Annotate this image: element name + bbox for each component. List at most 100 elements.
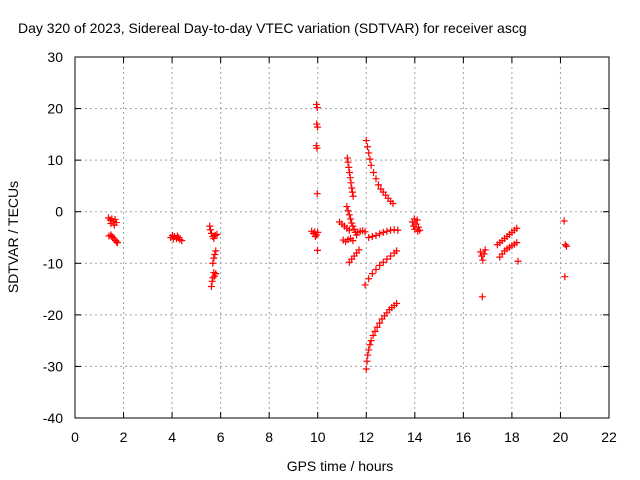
data-point [348,188,356,196]
data-point [349,192,357,200]
data-point [513,224,521,232]
data-point [561,273,569,281]
data-point [209,259,217,267]
y-tick-label: -10 [43,255,63,271]
data-point [349,237,357,245]
data-point [210,235,218,243]
y-tick-label: 0 [55,204,63,220]
chart-grid [75,57,609,418]
data-point [376,319,384,327]
data-point [213,230,221,238]
data-point [350,225,358,233]
data-point [212,270,220,278]
data-point [394,226,402,234]
y-tick-label: -40 [43,410,63,426]
data-point [379,258,387,266]
data-point [313,123,321,131]
data-point [313,246,321,254]
data-point [563,242,571,250]
data-point [207,229,215,237]
data-point [361,281,369,289]
x-tick-label: 14 [407,429,423,445]
data-point [345,211,353,219]
data-point [207,282,215,290]
data-point [367,337,375,345]
x-tick-label: 16 [456,429,472,445]
data-point [366,155,374,163]
data-point [313,190,321,198]
data-point [169,235,177,243]
data-point [313,100,321,108]
data-point [348,184,356,192]
data-point [178,237,186,245]
data-point [365,346,373,354]
data-point [393,247,401,255]
data-point [514,257,522,265]
data-point [210,254,218,262]
data-point [313,104,321,112]
x-tick-label: 4 [168,429,176,445]
data-point [372,265,380,273]
data-point [211,231,219,239]
data-point [363,357,371,365]
data-point [208,277,216,285]
x-tick-label: 12 [358,429,374,445]
data-point [383,227,391,235]
data-point [561,241,569,249]
x-tick-label: 18 [504,429,520,445]
data-point [206,226,214,234]
data-point [374,181,382,189]
x-tick-label: 2 [120,429,128,445]
data-point [476,248,484,256]
y-tick-label: -30 [43,358,63,374]
data-point [107,220,115,228]
axis-ticks: 0 2 4 6 8 10 12 14 16 18 20 22 -40 -30 -20 -10 0 10 20 30 [43,49,617,445]
data-point [362,137,370,145]
x-tick-label: 10 [310,429,326,445]
x-tick-label: 0 [71,429,79,445]
data-point [366,341,374,349]
data-point [110,221,118,229]
data-point [560,217,568,225]
data-point [345,163,353,171]
data-point [111,215,119,223]
data-point [313,144,321,152]
data-point [313,120,321,128]
data-point [345,226,353,234]
data-point [346,215,354,223]
data-point [346,169,354,177]
data-point [113,238,121,246]
data-point [344,207,352,215]
data-point [367,161,375,169]
data-point [347,179,355,187]
data-point [212,247,220,255]
data-point [414,227,422,235]
plot-frame [74,56,610,419]
data-point [410,215,418,223]
data-point [370,169,378,177]
data-point [376,230,384,238]
y-tick-label: 10 [47,152,63,168]
data-point [373,323,381,331]
y-tick-label: -20 [43,307,63,323]
x-tick-label: 8 [265,429,273,445]
data-point [346,174,354,182]
y-axis-label: SDTVAR / TECUs [5,181,21,293]
data-point [372,231,380,239]
data-point [372,175,380,183]
data-point [379,228,387,236]
data-point [383,255,391,263]
y-tick-label: 30 [47,49,63,65]
data-point [369,331,377,339]
data-point [211,251,219,259]
data-point [365,275,373,283]
x-tick-label: 22 [601,429,617,445]
data-point [314,228,322,236]
data-point [362,365,370,373]
data-point [513,239,521,247]
data-point [364,351,372,359]
chart-title: Day 320 of 2023, Sidereal Day-to-day VTE… [18,20,527,36]
x-tick-label: 20 [553,429,569,445]
data-point [365,149,373,157]
